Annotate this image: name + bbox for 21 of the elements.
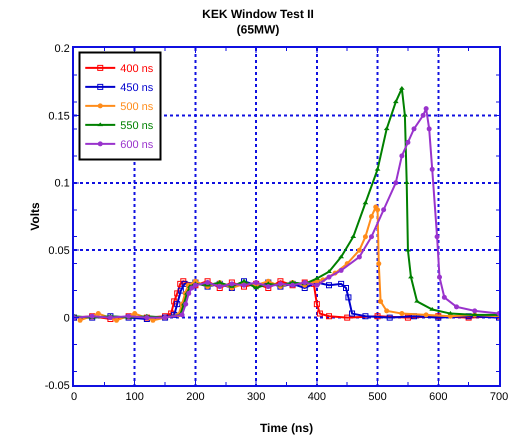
y-tick-label: -0.05 bbox=[44, 380, 70, 392]
y-tick-label: 0.15 bbox=[48, 110, 70, 122]
y-tick-label: 0.05 bbox=[48, 245, 70, 258]
x-tick-label: 500 bbox=[368, 391, 387, 404]
x-tick-label: 700 bbox=[490, 391, 508, 404]
x-tick-label: 400 bbox=[308, 391, 326, 404]
x-tick-label: 600 bbox=[429, 391, 448, 404]
legend-label: 500 ns bbox=[120, 101, 154, 114]
legend-label: 450 ns bbox=[120, 82, 154, 94]
y-tick-label: 0.2 bbox=[54, 42, 70, 55]
legend-label: 600 ns bbox=[120, 139, 154, 152]
chart-title: KEK Window Test II (65MW) bbox=[202, 6, 314, 36]
x-tick-label: 300 bbox=[246, 391, 266, 404]
y-tick-label: 0 bbox=[64, 312, 70, 324]
x-tick-label: 200 bbox=[186, 391, 205, 404]
x-tick-label: 100 bbox=[126, 391, 144, 404]
legend-label: 400 ns bbox=[120, 63, 154, 76]
y-tick-label: 0.1 bbox=[54, 178, 70, 190]
legend-label: 550 ns bbox=[120, 120, 154, 132]
x-axis-title: Time (ns) bbox=[260, 421, 314, 435]
y-axis-title: Volts bbox=[28, 202, 42, 231]
